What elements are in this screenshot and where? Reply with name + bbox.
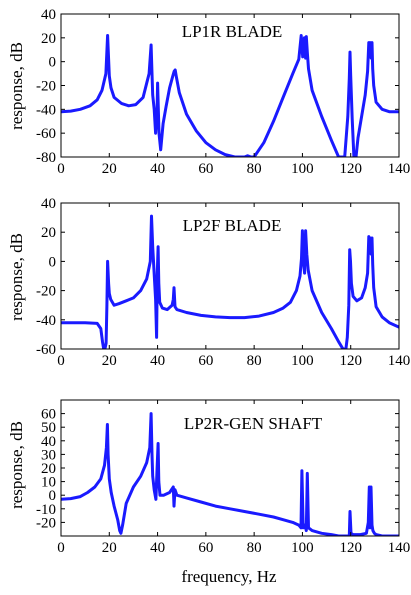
- x-tick-label: 60: [198, 161, 213, 177]
- y-tick-label: -10: [36, 502, 56, 518]
- x-tick-label: 20: [102, 161, 117, 177]
- y-tick-label: -40: [36, 102, 56, 118]
- panel-lp2f-blade: LP2F BLADE response, dB 0 20 40 60 80 100 120 1…: [7, 196, 410, 369]
- x-tick-label: 140: [388, 161, 411, 177]
- panel-title: LP2R-GEN SHAFT: [184, 414, 323, 433]
- x-tick-label: 60: [198, 540, 213, 556]
- y-tick-label: -20: [36, 284, 56, 300]
- y-tick-label: -60: [36, 126, 56, 142]
- y-axis-label: response, dB: [7, 42, 26, 130]
- y-tick-label: 20: [41, 31, 56, 47]
- y-tick-label: 60: [41, 407, 56, 423]
- panel-lp2r-gen-shaft: LP2R-GEN SHAFT response, dB frequency, H…: [7, 399, 411, 586]
- axes-frame: [60, 202, 400, 350]
- y-tick-label: 0: [49, 55, 57, 71]
- y-tick-label: 30: [41, 447, 56, 463]
- y-tick-label: 40: [41, 196, 56, 212]
- x-tick-label: 40: [150, 540, 165, 556]
- y-tick-label: 40: [41, 7, 56, 23]
- series-line: [61, 412, 399, 536]
- x-tick-label: 80: [247, 353, 262, 369]
- x-tick-label: 0: [57, 161, 65, 177]
- x-tick-label: 140: [388, 540, 411, 556]
- series-line: [61, 214, 399, 349]
- y-tick-label: 10: [41, 475, 56, 491]
- y-tick-label: -40: [36, 313, 56, 329]
- y-tick-label: 0: [49, 488, 57, 504]
- series-line: [61, 34, 399, 157]
- y-tick-label: 40: [41, 434, 56, 450]
- x-tick-label: 140: [388, 353, 411, 369]
- x-tick-label: 20: [102, 353, 117, 369]
- y-tick-label: 20: [41, 225, 56, 241]
- y-axis-label: response, dB: [7, 421, 26, 509]
- panel-lp1r-blade: LP1R BLADE response, dB 0 20 40 60 80 100 120 1…: [7, 7, 410, 177]
- panel-title: LP1R BLADE: [182, 22, 283, 41]
- x-tick-label: 0: [57, 540, 65, 556]
- y-tick-label: 50: [41, 420, 56, 436]
- x-tick-label: 60: [198, 353, 213, 369]
- y-tick-label: 0: [49, 254, 57, 270]
- x-tick-label: 100: [291, 161, 314, 177]
- x-tick-label: 80: [247, 540, 262, 556]
- panel-title: LP2F BLADE: [183, 216, 282, 235]
- x-tick-label: 100: [291, 540, 314, 556]
- x-tick-label: 40: [150, 161, 165, 177]
- x-tick-label: 0: [57, 353, 65, 369]
- x-tick-label: 100: [291, 353, 314, 369]
- y-tick-label: -60: [36, 342, 56, 358]
- x-tick-label: 120: [339, 353, 362, 369]
- y-tick-label: -80: [36, 150, 56, 166]
- y-tick-label: -20: [36, 515, 56, 531]
- y-tick-label: -20: [36, 79, 56, 95]
- x-tick-label: 120: [339, 540, 362, 556]
- y-tick-label: 20: [41, 461, 56, 477]
- x-tick-label: 20: [102, 540, 117, 556]
- x-tick-label: 80: [247, 161, 262, 177]
- y-axis-label: response, dB: [7, 233, 26, 321]
- x-tick-label: 120: [339, 161, 362, 177]
- x-axis-label: frequency, Hz: [181, 567, 277, 586]
- x-tick-label: 40: [150, 353, 165, 369]
